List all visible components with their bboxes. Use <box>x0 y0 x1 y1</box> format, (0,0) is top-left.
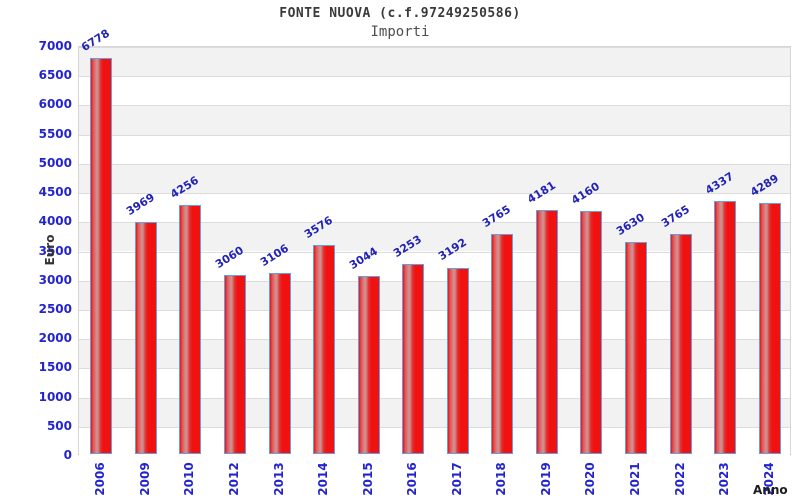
x-tick-label: 2018 <box>494 462 509 496</box>
y-tick-label: 4500 <box>38 185 72 200</box>
gridline <box>79 426 790 428</box>
bar <box>313 245 336 454</box>
gridline <box>79 222 790 224</box>
x-axis-title: Anno <box>753 483 788 497</box>
chart-subtitle: Importi <box>370 24 430 40</box>
plot-band <box>79 105 790 135</box>
gridline <box>79 368 790 370</box>
gridline <box>79 105 790 107</box>
gridline <box>79 163 790 165</box>
plot-band <box>79 163 790 194</box>
bar <box>357 276 380 454</box>
x-tick-label: 2023 <box>717 462 732 496</box>
y-tick-label: 6000 <box>38 97 72 112</box>
y-tick-label: 6500 <box>38 68 72 83</box>
gridline <box>79 280 790 282</box>
bar <box>223 275 246 454</box>
gridline <box>79 339 790 341</box>
bar <box>491 234 514 454</box>
chart-title: FONTE NUOVA (c.f.97249250586) <box>279 6 521 21</box>
bar <box>758 203 781 454</box>
bar <box>714 200 737 454</box>
bar <box>179 205 202 454</box>
y-tick-label: 0 <box>63 448 72 462</box>
gridline <box>79 47 790 48</box>
chart-plot-area <box>78 46 791 456</box>
gridline <box>79 193 790 195</box>
bar <box>580 210 603 454</box>
x-tick-label: 2012 <box>226 462 241 496</box>
gridline <box>79 251 790 253</box>
bar <box>90 57 113 454</box>
plot-band <box>79 76 790 106</box>
y-tick-label: 5000 <box>38 155 72 170</box>
y-tick-label: 3000 <box>38 272 72 287</box>
y-tick-label: 1000 <box>38 389 72 404</box>
y-tick-label: 7000 <box>38 39 72 53</box>
x-tick-label: 2021 <box>628 462 643 496</box>
x-tick-label: 2020 <box>583 462 598 496</box>
bar <box>134 222 157 454</box>
bar <box>625 241 648 454</box>
x-tick-label: 2009 <box>137 462 152 496</box>
y-tick-label: 3500 <box>38 243 72 258</box>
x-tick-label: 2017 <box>449 462 464 496</box>
x-tick-label: 2013 <box>271 462 286 496</box>
y-tick-label: 1500 <box>38 360 72 375</box>
gridline <box>79 134 790 136</box>
y-tick-label: 5500 <box>38 126 72 141</box>
bar <box>535 209 558 454</box>
y-tick-label: 500 <box>46 418 72 433</box>
y-tick-label: 2500 <box>38 301 72 316</box>
y-tick-label: 2000 <box>38 331 72 346</box>
x-tick-label: 2022 <box>672 462 687 496</box>
x-tick-label: 2016 <box>405 462 420 496</box>
plot-band <box>79 134 790 164</box>
plot-band <box>79 47 790 77</box>
x-tick-label: 2006 <box>93 462 108 496</box>
bar <box>446 267 469 454</box>
gridline <box>79 309 790 311</box>
bar <box>669 234 692 454</box>
y-axis-title: Euro <box>43 234 57 266</box>
y-tick-label: 4000 <box>38 214 72 229</box>
bar <box>402 263 425 454</box>
x-tick-label: 2015 <box>360 462 375 496</box>
x-tick-label: 2014 <box>316 462 331 496</box>
gridline <box>79 397 790 399</box>
bar <box>268 272 291 454</box>
x-tick-label: 2019 <box>538 462 553 496</box>
x-tick-label: 2010 <box>182 462 197 496</box>
gridline <box>79 76 790 78</box>
